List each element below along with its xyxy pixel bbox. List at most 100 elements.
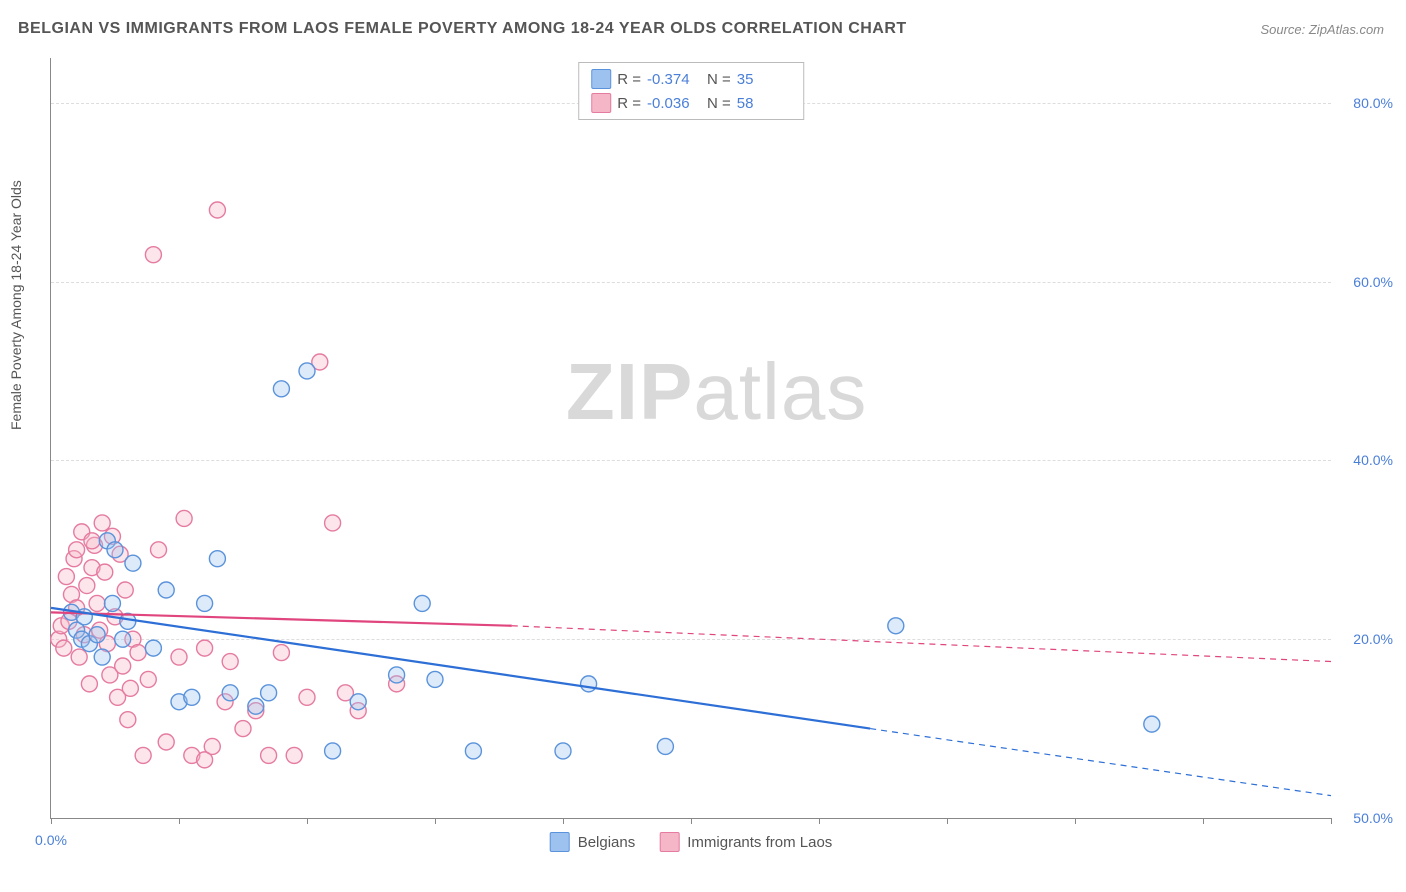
stats-legend-box: R = -0.374 N = 35 R = -0.036 N = 58 xyxy=(578,62,804,120)
swatch-laos xyxy=(591,93,611,113)
source-attribution: Source: ZipAtlas.com xyxy=(1260,22,1384,37)
data-point xyxy=(184,689,200,705)
data-point xyxy=(555,743,571,759)
data-point xyxy=(414,595,430,611)
r-value-laos: -0.036 xyxy=(647,95,701,112)
legend-swatch-belgians xyxy=(550,832,570,852)
data-point xyxy=(94,649,110,665)
data-point xyxy=(94,515,110,531)
legend-label-belgians: Belgians xyxy=(578,834,636,851)
data-point xyxy=(71,649,87,665)
data-point xyxy=(171,649,187,665)
data-point xyxy=(350,694,366,710)
x-tick-label-end: 50.0% xyxy=(1353,810,1393,826)
trend-line xyxy=(51,608,870,729)
y-tick-label: 40.0% xyxy=(1353,452,1393,468)
data-point xyxy=(107,542,123,558)
data-point xyxy=(222,654,238,670)
data-point xyxy=(222,685,238,701)
data-point xyxy=(261,747,277,763)
x-tick xyxy=(1331,818,1332,824)
data-point xyxy=(120,712,136,728)
y-tick-label: 20.0% xyxy=(1353,631,1393,647)
x-tick xyxy=(947,818,948,824)
data-point xyxy=(115,658,131,674)
data-point xyxy=(248,698,264,714)
data-point xyxy=(81,676,97,692)
data-point xyxy=(135,747,151,763)
r-label: R = xyxy=(617,71,641,88)
swatch-belgians xyxy=(591,69,611,89)
data-point xyxy=(235,721,251,737)
y-tick-label: 80.0% xyxy=(1353,95,1393,111)
n-value-laos: 58 xyxy=(737,95,791,112)
data-point xyxy=(158,734,174,750)
data-point xyxy=(299,363,315,379)
data-point xyxy=(117,582,133,598)
data-point xyxy=(325,515,341,531)
data-point xyxy=(273,645,289,661)
data-point xyxy=(427,671,443,687)
legend-label-laos: Immigrants from Laos xyxy=(687,834,832,851)
data-point xyxy=(56,640,72,656)
data-point xyxy=(158,582,174,598)
r-value-belgians: -0.374 xyxy=(647,71,701,88)
data-point xyxy=(197,640,213,656)
n-value-belgians: 35 xyxy=(737,71,791,88)
legend-item-belgians: Belgians xyxy=(550,832,636,852)
data-point xyxy=(125,555,141,571)
data-point xyxy=(58,569,74,585)
x-tick xyxy=(435,818,436,824)
data-point xyxy=(299,689,315,705)
data-point xyxy=(325,743,341,759)
x-tick xyxy=(51,818,52,824)
x-tick xyxy=(307,818,308,824)
legend-bottom: Belgians Immigrants from Laos xyxy=(550,832,833,852)
data-point xyxy=(69,542,85,558)
data-point xyxy=(273,381,289,397)
y-tick-label: 60.0% xyxy=(1353,274,1393,290)
data-point xyxy=(89,595,105,611)
trend-line-extrapolated xyxy=(512,626,1331,662)
legend-swatch-laos xyxy=(659,832,679,852)
legend-item-laos: Immigrants from Laos xyxy=(659,832,832,852)
data-point xyxy=(581,676,597,692)
data-point xyxy=(130,645,146,661)
data-point xyxy=(79,578,95,594)
data-point xyxy=(104,595,120,611)
data-point xyxy=(89,627,105,643)
data-point xyxy=(261,685,277,701)
data-point xyxy=(151,542,167,558)
x-tick xyxy=(819,818,820,824)
x-tick xyxy=(1203,818,1204,824)
x-tick xyxy=(563,818,564,824)
data-point xyxy=(888,618,904,634)
n-label: N = xyxy=(707,71,731,88)
data-point xyxy=(209,202,225,218)
trend-line-extrapolated xyxy=(870,729,1331,796)
data-point xyxy=(140,671,156,687)
n-label-2: N = xyxy=(707,95,731,112)
data-point xyxy=(197,595,213,611)
data-point xyxy=(84,533,100,549)
stats-row-belgians: R = -0.374 N = 35 xyxy=(591,67,791,91)
data-point xyxy=(465,743,481,759)
x-tick-label: 0.0% xyxy=(35,832,67,848)
x-tick xyxy=(179,818,180,824)
data-point xyxy=(1144,716,1160,732)
data-point xyxy=(657,738,673,754)
r-label-2: R = xyxy=(617,95,641,112)
data-point xyxy=(286,747,302,763)
x-tick xyxy=(1075,818,1076,824)
data-point xyxy=(389,667,405,683)
plot-area: ZIPatlas 20.0%40.0%60.0%80.0% R = -0.374… xyxy=(50,58,1331,819)
chart-svg xyxy=(51,58,1331,818)
data-point xyxy=(204,738,220,754)
data-point xyxy=(115,631,131,647)
data-point xyxy=(122,680,138,696)
chart-title: BELGIAN VS IMMIGRANTS FROM LAOS FEMALE P… xyxy=(18,20,907,38)
data-point xyxy=(145,640,161,656)
data-point xyxy=(209,551,225,567)
data-point xyxy=(145,247,161,263)
x-tick xyxy=(691,818,692,824)
